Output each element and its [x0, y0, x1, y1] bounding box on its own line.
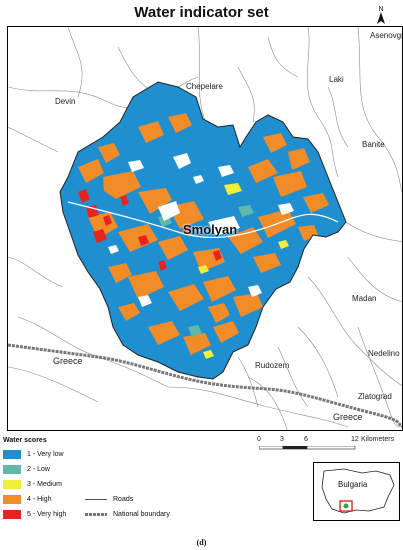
place-asenovgrad: Asenovgrad — [370, 31, 402, 40]
place-greece-left: Greece — [53, 356, 83, 366]
legend-item-roads: Roads — [85, 495, 205, 505]
place-banite: Banite — [362, 140, 385, 149]
place-devin: Devin — [55, 97, 76, 106]
place-zlatograd: Zlatograd — [358, 392, 392, 401]
score-medium-patches — [198, 183, 289, 359]
legend-title: Water scores — [3, 437, 47, 444]
locator-inset: Bulgaria — [313, 462, 400, 521]
roads-line-icon — [85, 499, 107, 500]
north-arrow-icon: N — [374, 4, 388, 26]
boundary-line-icon — [85, 513, 107, 516]
study-area-outline — [59, 81, 347, 380]
scale-unit: Kilometers — [361, 436, 395, 443]
legend-swatch-medium — [3, 480, 21, 489]
map-title: Water indicator set — [134, 4, 269, 21]
score-low-patches — [158, 205, 254, 337]
legend-item-national-boundary: National boundary — [85, 510, 225, 520]
inset-label: Bulgaria — [338, 480, 368, 489]
place-smolyan: Smolyan — [183, 222, 238, 237]
scale-tick-6: 6 — [304, 436, 308, 443]
scale-tick-12: 12 — [351, 436, 359, 443]
map-canvas — [8, 27, 402, 430]
scale-bar-graphic — [259, 446, 356, 450]
bulgaria-locator-map — [321, 468, 395, 514]
score-high-patches — [78, 113, 329, 355]
legend-swatch-very-high — [3, 510, 21, 519]
place-nedelino: Nedelino — [368, 349, 400, 358]
national-boundary-line — [8, 343, 402, 428]
scale-tick-0: 0 — [257, 436, 261, 443]
legend: Water scores 1 - Very low 2 - Low 3 - Me… — [3, 437, 233, 532]
legend-swatch-very-low — [3, 450, 21, 459]
place-madan: Madan — [352, 294, 377, 303]
place-laki: Laki — [329, 75, 344, 84]
figure-caption: (d) — [196, 538, 207, 547]
north-label: N — [378, 6, 383, 13]
locator-highlight-box — [339, 500, 353, 512]
place-greece-bottom: Greece — [333, 412, 363, 422]
roads-layer — [8, 27, 402, 430]
legend-swatch-low — [3, 465, 21, 474]
scale-bar: 0 3 6 12 Kilometers — [257, 436, 397, 460]
scale-tick-3: 3 — [280, 436, 284, 443]
legend-swatch-high — [3, 495, 21, 504]
map-frame: Asenovgrad Devin Chepelare Laki Banite S… — [7, 26, 403, 431]
place-rudozem: Rudozem — [255, 361, 290, 370]
no-data-gaps — [108, 153, 294, 307]
place-chepelare: Chepelare — [186, 82, 223, 91]
